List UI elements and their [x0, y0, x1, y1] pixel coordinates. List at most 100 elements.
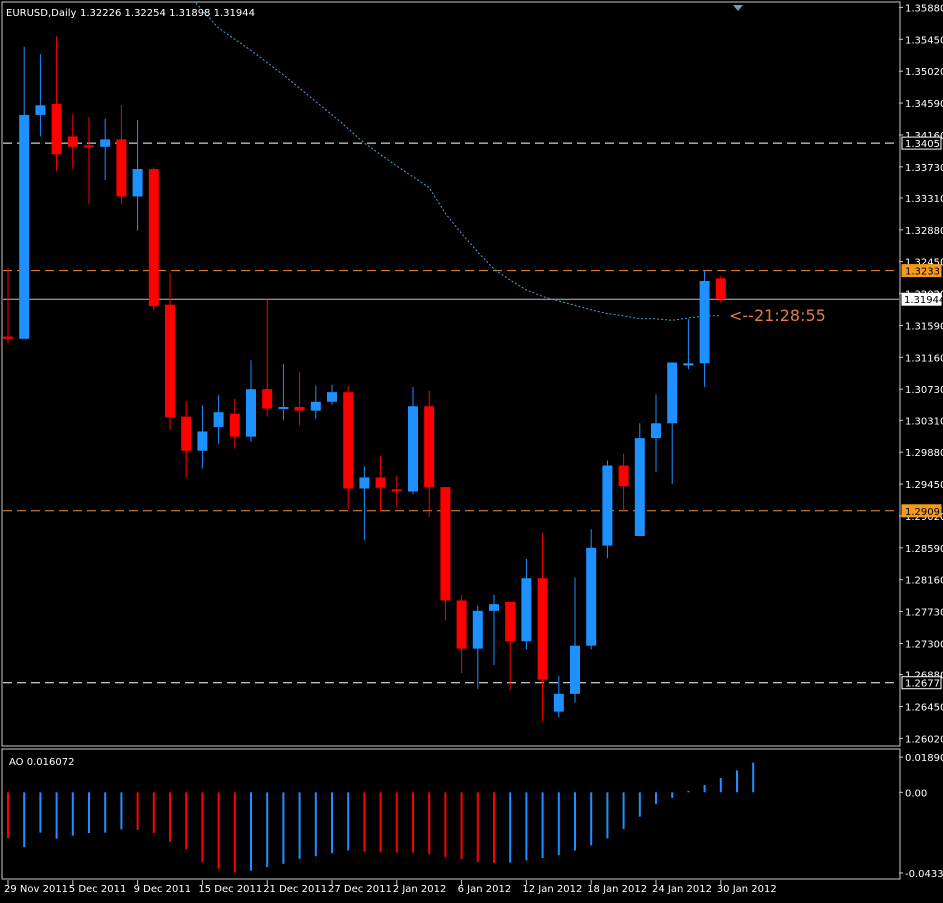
level-label-text: 1.2909	[905, 507, 940, 518]
candle-34	[553, 676, 564, 718]
candle-24	[391, 475, 402, 508]
candle-body	[521, 578, 532, 642]
candle-body	[586, 547, 597, 646]
date-tick-label: 18 Jan 2012	[587, 884, 647, 895]
candle-body	[424, 406, 435, 488]
moving-average	[195, 2, 721, 321]
level-label-text: 1.3405	[905, 139, 940, 150]
ao-label: AO 0.016072	[9, 757, 74, 768]
candle-30	[489, 594, 499, 665]
candle-body	[229, 413, 240, 437]
candle-body	[51, 103, 62, 155]
ao-tick-label: 0.018902	[905, 753, 943, 764]
ao-tick-label: -0.04337	[905, 869, 943, 880]
date-tick-label: 12 Jan 2012	[522, 884, 582, 895]
current-price-label-text: 1.31944	[904, 295, 943, 306]
candle-23	[375, 455, 386, 512]
candle-body	[148, 169, 159, 307]
candle-21	[343, 386, 354, 510]
chart-shift-marker-icon[interactable]	[733, 5, 743, 11]
date-axis: 29 Nov 2011 5 Dec 2011 9 Dec 2011 15 Dec 20…	[4, 880, 777, 895]
price-tick-label: 1.32450	[905, 258, 943, 269]
candle-33	[537, 533, 548, 722]
candle-12	[197, 405, 208, 469]
level-label-box	[901, 676, 942, 690]
candle-5	[84, 117, 94, 204]
current-price-label-box	[901, 292, 942, 306]
date-tick-label: 24 Jan 2012	[652, 884, 712, 895]
candle-body	[116, 139, 127, 197]
candle-body	[553, 693, 564, 712]
candle-body	[278, 406, 289, 409]
price-tick-label: 1.27300	[905, 639, 943, 650]
candle-14	[229, 398, 240, 449]
price-tick-label: 1.32880	[905, 226, 943, 237]
candle-39	[634, 423, 645, 536]
candle-31	[505, 601, 516, 691]
candle-body	[100, 139, 111, 147]
price-tick-label: 1.30730	[905, 385, 943, 396]
chart-symbol-label: EURUSD,Daily	[6, 8, 77, 19]
candle-15	[246, 360, 256, 442]
date-tick-label: 6 Jan 2012	[458, 884, 512, 895]
ao-tick-label: 0.00	[905, 788, 927, 799]
candle-6	[100, 118, 111, 181]
ao-axis: 0.018902 0.00 -0.04337	[899, 753, 943, 880]
candle-17	[278, 363, 289, 421]
candle-body	[602, 465, 613, 546]
candle-32	[521, 558, 532, 650]
candle-body	[246, 389, 256, 437]
chart-ohlc-label: 1.32226 1.32254 1.31898 1.31944	[80, 8, 255, 19]
price-tick-label: 1.35880	[905, 3, 943, 14]
price-tick-label: 1.34590	[905, 99, 943, 110]
candle-body	[35, 105, 46, 115]
candle-19	[310, 385, 321, 419]
candle-20	[327, 384, 337, 405]
price-tick-label: 1.29450	[905, 480, 943, 491]
candle-38	[618, 453, 629, 511]
date-tick-label: 27 Dec 2011	[328, 884, 392, 895]
date-tick-label: 2 Jan 2012	[393, 884, 447, 895]
candle-0	[3, 267, 13, 344]
date-tick-label: 15 Dec 2011	[198, 884, 262, 895]
candle-body	[472, 610, 483, 649]
candle-body	[408, 406, 418, 492]
candle-body	[505, 601, 516, 642]
price-tick-label: 1.33730	[905, 163, 943, 174]
price-tick-label: 1.31160	[905, 353, 943, 364]
candle-4	[67, 114, 78, 170]
candle-body	[132, 169, 143, 197]
level-labels: 1.3405 1.3233 1.2909 1.2677 1.31944	[901, 136, 943, 690]
candle-43	[699, 270, 710, 387]
candle-41	[667, 362, 678, 485]
candle-body	[570, 645, 580, 694]
price-tick-label: 1.27730	[905, 608, 943, 619]
candle-10	[165, 272, 175, 430]
candle-body	[343, 392, 354, 489]
candle-body	[327, 392, 337, 402]
candle-8	[132, 120, 143, 231]
price-tick-label: 1.34160	[905, 131, 943, 142]
candle-body	[699, 280, 710, 364]
moving-average-line	[195, 2, 721, 321]
candle-body	[197, 431, 208, 451]
candle-body	[294, 406, 305, 411]
candle-40	[651, 394, 661, 473]
candle-body	[391, 489, 402, 492]
price-tick-label: 1.28590	[905, 544, 943, 555]
candle-body	[651, 423, 661, 439]
date-tick-label: 21 Dec 2011	[263, 884, 327, 895]
candles	[3, 36, 726, 722]
candle-body	[262, 389, 273, 409]
candle-body	[213, 412, 224, 427]
date-tick-label: 29 Nov 2011	[4, 884, 68, 895]
price-tick-label: 1.28160	[905, 576, 943, 587]
candle-42	[683, 318, 694, 370]
awesome-oscillator	[7, 762, 755, 873]
candle-9	[148, 167, 159, 311]
price-tick-label: 1.29880	[905, 448, 943, 459]
candle-2	[35, 54, 46, 137]
candle-body	[489, 604, 499, 611]
